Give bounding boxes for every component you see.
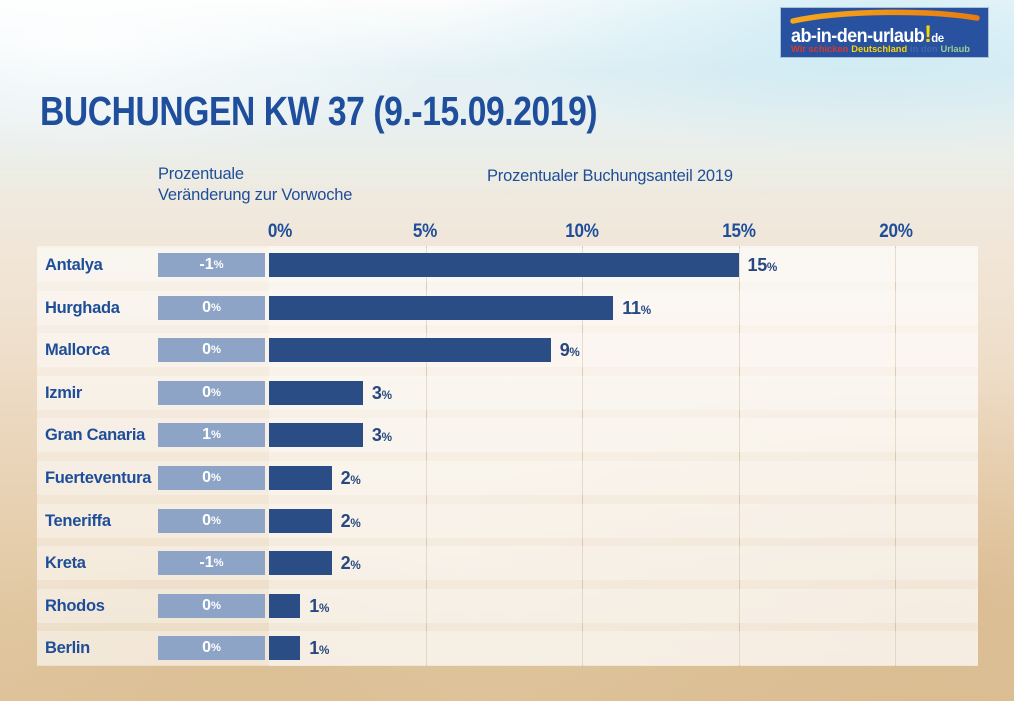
logo-exclamation: ! [924, 21, 932, 48]
share-value-label: 1% [309, 638, 330, 659]
share-value-label: 3% [371, 382, 392, 403]
category-label: Gran Canaria [45, 426, 146, 445]
share-value-label: 3% [371, 425, 392, 446]
change-value-box: 0% [158, 338, 265, 363]
brand-logo: ab-in-den-urlaub!de Wir schicken Deutschl… [781, 8, 988, 57]
change-value-box: 0% [158, 593, 265, 618]
gridline [895, 246, 896, 666]
chart-panel: Antalya -1% 15% Hurghada 0% 11% Mallorca 0% 9% Iz… [37, 246, 978, 666]
logo-swoosh-icon [790, 9, 980, 24]
share-bar [269, 465, 332, 490]
chart-row: Antalya -1% 15% [37, 248, 978, 282]
chart-row: Hurghada 0% 11% [37, 290, 978, 325]
chart-row: Gran Canaria 1% 3% [37, 418, 978, 453]
logo-tagline: Wir schicken Deutschland in den Urlaub [791, 44, 973, 55]
tagline-part: in den [910, 44, 938, 55]
tagline-part: Deutschland [851, 44, 908, 55]
chart-row: Mallorca 0% 9% [37, 333, 978, 368]
change-value-box: -1% [158, 253, 265, 277]
share-value-label: 2% [340, 510, 361, 531]
share-bar [269, 593, 301, 618]
share-bar [269, 253, 739, 277]
chart-row: Rhodos 0% 1% [37, 588, 978, 623]
category-label: Izmir [45, 383, 83, 402]
logo-tld-text: de [931, 31, 944, 45]
change-value-box: -1% [158, 551, 265, 576]
change-value-box: 0% [158, 380, 265, 405]
logo-wordmark: ab-in-den-urlaub!de [791, 21, 944, 49]
share-value-label: 15% [747, 255, 778, 275]
chart-rows: Antalya -1% 15% Hurghada 0% 11% Mallorca 0% 9% Iz… [37, 248, 978, 666]
column-header-share: Prozentualer Buchungsanteil 2019 [487, 167, 733, 185]
share-bar [269, 380, 363, 405]
share-value-label: 11% [622, 297, 651, 318]
chart-row: Fuerteventura 0% 2% [37, 460, 978, 495]
chart-row: Berlin 0% 1% [37, 631, 978, 666]
x-axis: 0% 5% 10% 15% 20% [0, 221, 1014, 245]
change-value-box: 0% [158, 295, 265, 320]
share-bar [269, 636, 301, 661]
page-title: BUCHUNGEN KW 37 (9.-15.09.2019) [40, 88, 598, 134]
x-axis-tick: 0% [267, 221, 293, 242]
tagline-part: Urlaub [940, 44, 970, 55]
category-label: Berlin [45, 639, 90, 658]
share-value-label: 2% [340, 467, 361, 488]
category-label: Hurghada [45, 298, 120, 317]
share-value-label: 2% [340, 553, 361, 574]
change-value-box: 0% [158, 465, 265, 490]
tagline-part: Wir schicken [791, 44, 849, 55]
category-label: Fuerteventura [45, 468, 152, 487]
chart-row: Teneriffa 0% 2% [37, 503, 978, 538]
change-value-box: 0% [158, 508, 265, 533]
x-axis-tick: 5% [412, 221, 438, 242]
share-value-label: 9% [559, 340, 580, 361]
x-axis-tick: 15% [722, 221, 756, 242]
x-axis-tick: 20% [879, 221, 913, 242]
change-value-box: 0% [158, 636, 265, 661]
logo-brand-text: ab-in-den-urlaub [791, 26, 925, 47]
chart-row: Izmir 0% 3% [37, 375, 978, 410]
share-bar [269, 551, 332, 576]
share-bar [269, 295, 614, 320]
share-value-label: 1% [309, 595, 330, 616]
share-bar [269, 423, 363, 448]
category-label: Mallorca [45, 341, 110, 360]
x-axis-tick: 10% [565, 221, 599, 242]
category-label: Antalya [45, 256, 103, 274]
change-value-box: 1% [158, 423, 265, 448]
category-label: Rhodos [45, 596, 105, 615]
share-bar [269, 338, 551, 363]
gridline [425, 246, 427, 666]
chart-row: Kreta -1% 2% [37, 546, 978, 581]
category-label: Teneriffa [45, 511, 111, 530]
share-bar [269, 508, 332, 533]
gridline [738, 246, 740, 666]
gridline [582, 246, 583, 666]
column-header-change: Prozentuale Veränderung zur Vorwoche [158, 165, 353, 204]
category-label: Kreta [45, 554, 86, 573]
